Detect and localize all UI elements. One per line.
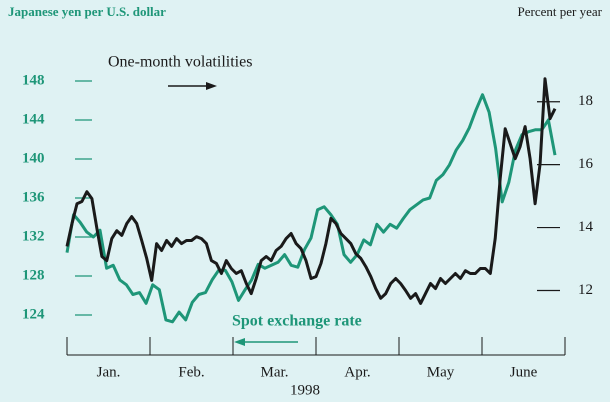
x-axis-label: 1998 xyxy=(290,382,320,398)
x-tick-label: Apr. xyxy=(344,364,370,380)
x-tick-label: June xyxy=(510,364,538,380)
y-axis-label: Japanese yen per U.S. dollar xyxy=(8,4,166,19)
x-tick-label: Mar. xyxy=(261,364,289,380)
y-tick-label: 132 xyxy=(22,228,45,244)
y-tick-label: 124 xyxy=(22,306,45,322)
data-line xyxy=(65,93,557,324)
y2-axis-label: Percent per year xyxy=(518,4,603,19)
annotation: One-month volatilities xyxy=(108,54,252,71)
y2-tick-label: 12 xyxy=(578,282,593,298)
y2-tick-label: 16 xyxy=(578,156,594,172)
x-tick-label: May xyxy=(427,364,455,380)
arrow xyxy=(234,338,298,346)
x-tick-label: Jan. xyxy=(97,364,121,380)
arrow xyxy=(168,82,217,90)
y2-tick-label: 18 xyxy=(578,93,593,109)
y-tick-label: 148 xyxy=(22,72,45,88)
y2-tick-label: 14 xyxy=(578,219,594,235)
y-tick-label: 140 xyxy=(22,150,45,166)
x-tick-label: Feb. xyxy=(178,364,204,380)
y-tick-label: 144 xyxy=(22,111,45,127)
y-tick-label: 136 xyxy=(22,189,45,205)
annotation: Spot exchange rate xyxy=(232,313,362,330)
data-line xyxy=(65,77,557,305)
y-tick-label: 128 xyxy=(22,267,45,283)
